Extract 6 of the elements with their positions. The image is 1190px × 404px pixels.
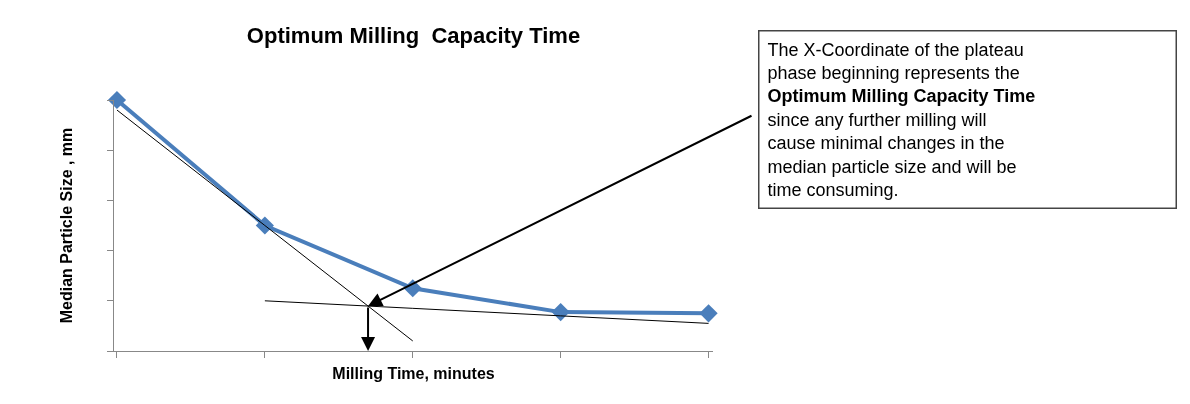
text: The X-Coordinate of the plateau phase beginning represents the Optimum Milling Capacity Time since any further milling will cause minimal changes in the median particle size and will be time consuming. — [767, 39, 1036, 200]
chart-title: Optimum Milling Capacity Time — [246, 22, 581, 48]
point — [699, 304, 718, 323]
x-axis-title: Milling Time, minutes — [332, 365, 495, 383]
point — [107, 90, 127, 110]
y-axis-title: Median Particle Size , mm — [57, 127, 75, 324]
